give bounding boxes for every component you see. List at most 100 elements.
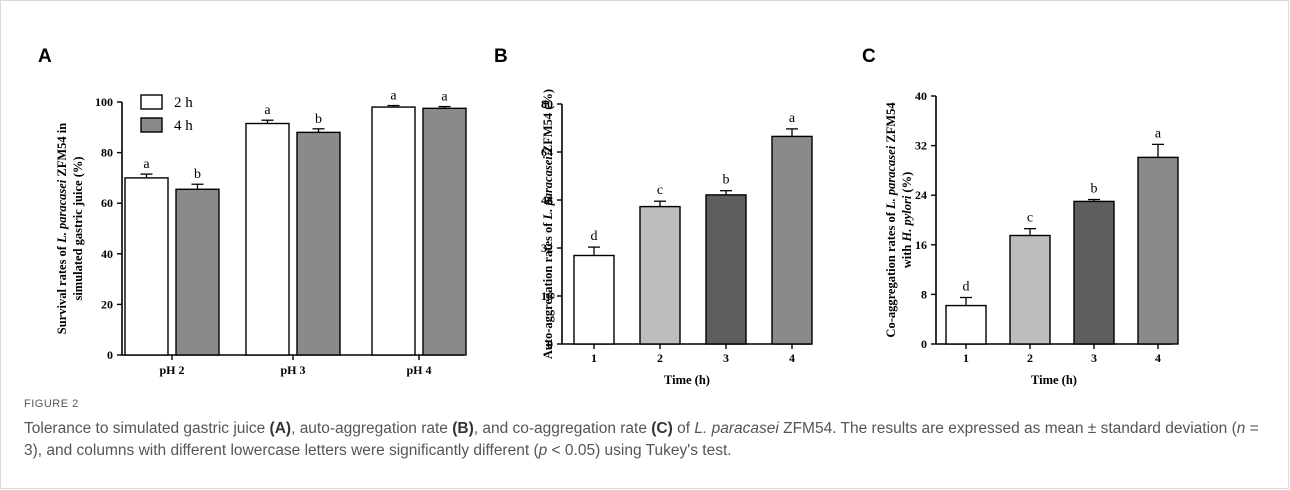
legend-swatch — [140, 117, 163, 133]
y-axis-label: simulated gastric juice (%) — [71, 156, 85, 300]
y-axis-label-part: L. paracasei — [884, 145, 898, 210]
caption-text: Tolerance to simulated gastric juice (A)… — [24, 418, 1264, 462]
significance-letter: b — [315, 112, 322, 127]
y-tick-label: 32 — [541, 241, 553, 255]
x-tick-label: 2 — [1027, 351, 1033, 365]
y-tick-label: 8 — [921, 287, 927, 301]
panel-letter: C — [862, 46, 876, 67]
figure-caption: FIGURE 2 Tolerance to simulated gastric … — [24, 398, 1264, 462]
significance-letter: a — [1155, 126, 1162, 141]
x-tick-label: 1 — [591, 351, 597, 365]
legend-swatch — [140, 94, 163, 110]
x-tick-label: 4 — [1155, 351, 1161, 365]
panel-letter: A — [38, 46, 52, 67]
y-axis-label: with H. pylori (%) — [900, 172, 914, 269]
y-axis-label-part: ZFM54 — [884, 102, 898, 146]
panel-letter: B — [494, 46, 508, 67]
bar-time-2 — [1009, 234, 1051, 345]
caption-fragment: n — [1236, 420, 1246, 437]
caption-fragment: (C) — [651, 420, 673, 437]
y-axis-label: Auto-aggregation rates of L. paracasei Z… — [541, 89, 555, 359]
y-axis-label-part: H. pylori — [900, 195, 914, 242]
y-tick-label: 0 — [547, 337, 553, 351]
x-tick-label: 2 — [657, 351, 663, 365]
caption-fragment: L. paracasei — [694, 420, 779, 437]
y-axis-label-part: ZFM54 (%) — [541, 89, 555, 156]
x-tick-label: pH 2 — [159, 363, 184, 377]
bar-4h-pH2 — [175, 188, 220, 356]
bar-2h-pH3 — [245, 122, 290, 356]
significance-letter: a — [789, 111, 796, 126]
x-tick-label: 3 — [1091, 351, 1097, 365]
caption-fragment: = 3), and columns with different lowerca… — [24, 420, 1259, 459]
x-tick-label: 1 — [963, 351, 969, 365]
caption-fragment: , auto-aggregation rate — [291, 420, 453, 437]
y-tick-label: 16 — [541, 289, 553, 303]
caption-fragment: Tolerance to simulated gastric juice — [24, 420, 270, 437]
significance-letter: a — [441, 90, 448, 105]
bar-time-4 — [1137, 156, 1179, 345]
significance-letter: b — [1091, 182, 1098, 197]
y-tick-label: 0 — [107, 348, 113, 362]
y-axis-label-part: ZFM54 in — [55, 123, 69, 180]
bar-4h-pH4 — [422, 107, 467, 356]
y-tick-label: 64 — [541, 145, 553, 159]
caption-fragment: < 0.05) using Tukey's test. — [547, 442, 732, 459]
y-tick-label: 100 — [95, 95, 113, 109]
y-axis-label-part: simulated gastric juice (%) — [71, 156, 85, 300]
bar-time-4 — [771, 135, 813, 345]
y-axis-label: Co-aggregation rates of L. paracasei ZFM… — [884, 102, 898, 338]
caption-fragment: , and co-aggregation rate — [473, 420, 652, 437]
caption-fragment: of — [672, 420, 695, 437]
bar-time-3 — [1073, 200, 1115, 345]
significance-letter: c — [657, 183, 663, 198]
y-axis-label-part: L. paracasei — [55, 179, 69, 244]
legend-label: 4 h — [174, 118, 193, 134]
figure-label: FIGURE 2 — [24, 398, 79, 410]
x-tick-label: pH 3 — [280, 363, 305, 377]
significance-letter: c — [1027, 211, 1033, 226]
y-tick-label: 48 — [541, 193, 553, 207]
bar-time-1 — [945, 304, 987, 345]
x-tick-label: 3 — [723, 351, 729, 365]
caption-fragment: (A) — [269, 420, 292, 437]
y-axis-label-part: Auto-aggregation rates of — [541, 219, 555, 359]
significance-letter: a — [143, 157, 150, 172]
y-tick-label: 40 — [915, 89, 927, 103]
y-tick-label: 20 — [101, 297, 113, 311]
bar-time-3 — [705, 194, 747, 345]
bar-time-2 — [639, 205, 681, 345]
y-tick-label: 16 — [915, 238, 927, 252]
y-tick-label: 24 — [915, 188, 927, 202]
y-tick-label: 80 — [101, 146, 113, 160]
x-tick-label: pH 4 — [406, 363, 431, 377]
caption-fragment: (B) — [452, 420, 474, 437]
x-axis-label: Time (h) — [664, 373, 710, 387]
bar-2h-pH4 — [371, 106, 416, 356]
y-tick-label: 32 — [915, 139, 927, 153]
y-tick-label: 40 — [101, 247, 113, 261]
y-axis-label-part: with — [900, 242, 914, 269]
significance-letter: a — [264, 103, 271, 118]
y-axis-label-part: Survival rates of — [55, 243, 69, 334]
y-axis-label-part: Co-aggregation rates of — [884, 209, 898, 338]
y-tick-label: 80 — [541, 97, 553, 111]
y-axis-label: Survival rates of L. paracasei ZFM54 in — [55, 123, 69, 334]
y-axis-label-part: L. paracasei — [541, 156, 555, 221]
legend-label: 2 h — [174, 95, 193, 111]
caption-fragment: p — [538, 442, 548, 459]
significance-letter: d — [963, 280, 970, 295]
x-axis-label: Time (h) — [1031, 373, 1077, 387]
significance-letter: d — [591, 229, 598, 244]
y-axis-label-part: (%) — [900, 172, 914, 196]
significance-letter: b — [723, 173, 730, 188]
y-tick-label: 60 — [101, 196, 113, 210]
y-tick-label: 0 — [921, 337, 927, 351]
caption-fragment: ZFM54. The results are expressed as mean… — [778, 420, 1237, 437]
panel-a-chart: A 0 20 40 60 80 100 Survival rates of L. paraca… — [38, 46, 467, 377]
x-tick-label: 4 — [789, 351, 795, 365]
